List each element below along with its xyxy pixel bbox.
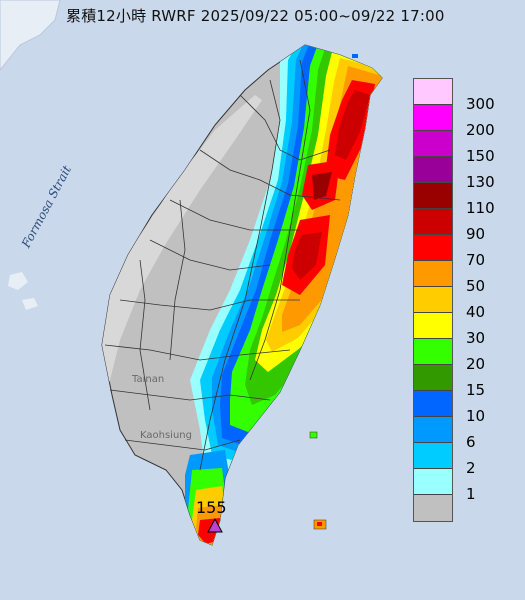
legend-swatch — [414, 261, 452, 287]
legend-label: 30 — [466, 329, 486, 347]
legend-label: 20 — [466, 355, 486, 373]
green-island — [309, 431, 318, 439]
max-station-value: 155 — [196, 498, 227, 517]
legend-label: 50 — [466, 277, 486, 295]
legend-label: 110 — [466, 199, 495, 217]
legend-swatch — [414, 79, 452, 105]
legend-label: 6 — [466, 433, 476, 451]
mainland-coast — [0, 0, 61, 71]
islet-north — [352, 54, 358, 58]
legend-swatch — [414, 469, 452, 495]
legend-label: 130 — [466, 173, 495, 191]
legend-swatch — [414, 131, 452, 157]
place-label-tainan: Tainan — [132, 374, 165, 385]
legend-swatch — [414, 157, 452, 183]
legend-label: 70 — [466, 251, 486, 269]
title-bar: 累積12小時 RWRF 2025/09/22 05:00~09/22 17:00 — [0, 0, 525, 28]
legend-label: 10 — [466, 407, 486, 425]
legend-label: 40 — [466, 303, 486, 321]
legend-label: 90 — [466, 225, 486, 243]
legend-swatch — [414, 339, 452, 365]
legend-label: 1 — [466, 485, 476, 503]
place-label-kaohsiung: Kaohsiung — [140, 430, 192, 441]
rainfall-legend — [413, 78, 453, 522]
legend-label: 150 — [466, 147, 495, 165]
legend-swatch — [414, 443, 452, 469]
legend-swatch — [414, 105, 452, 131]
legend-label: 15 — [466, 381, 486, 399]
legend-swatch — [414, 183, 452, 209]
legend-swatch — [414, 287, 452, 313]
legend-label: 300 — [466, 95, 495, 113]
mainland-islet — [8, 272, 28, 290]
county-boundaries — [104, 59, 341, 471]
legend-swatch — [414, 313, 452, 339]
legend-swatch — [414, 209, 452, 235]
legend-swatch — [414, 235, 452, 261]
mainland-islet — [22, 298, 38, 310]
legend-swatch — [414, 495, 452, 521]
legend-swatch — [414, 391, 452, 417]
max-rainfall-marker — [207, 517, 223, 533]
legend-swatch — [414, 417, 452, 443]
map-title: 累積12小時 RWRF 2025/09/22 05:00~09/22 17:00 — [66, 7, 445, 25]
legend-label: 200 — [466, 121, 495, 139]
rainfall-field — [102, 45, 382, 545]
legend-label: 2 — [466, 459, 476, 477]
legend-swatch — [414, 365, 452, 391]
